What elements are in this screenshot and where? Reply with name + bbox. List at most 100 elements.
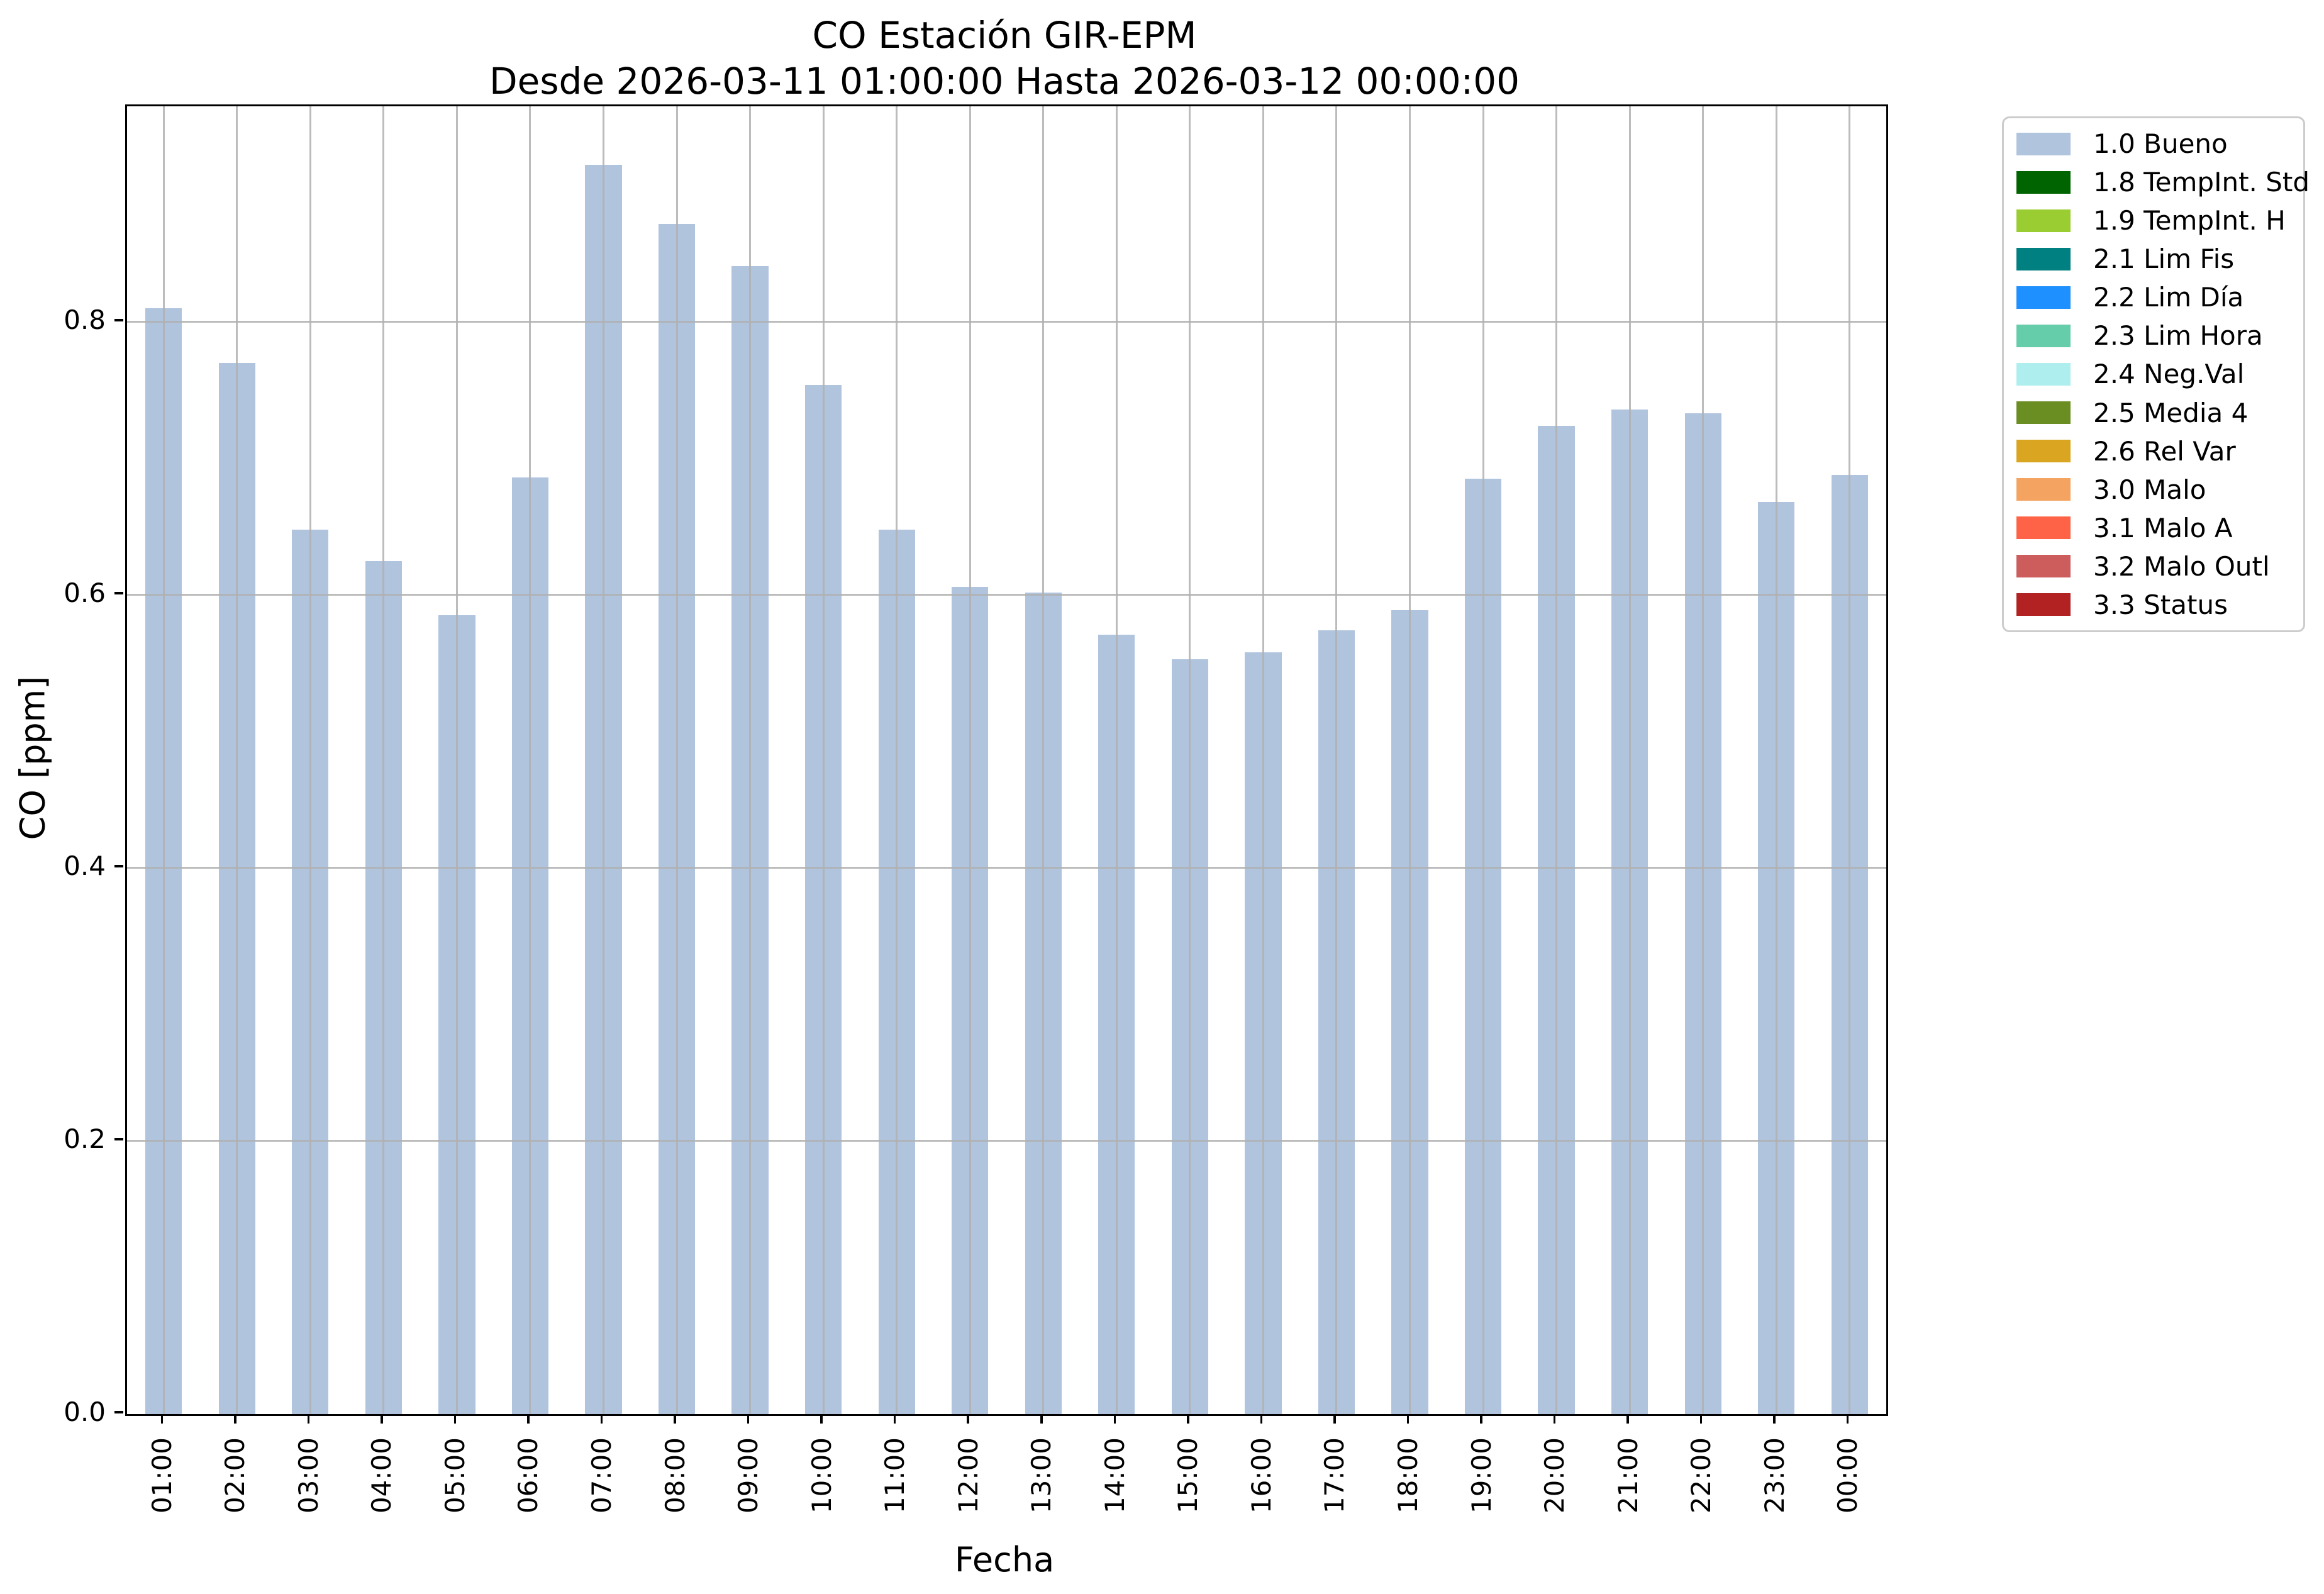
plot-area xyxy=(125,104,1888,1416)
x-tick-label-text: 07:00 xyxy=(586,1437,618,1514)
legend-swatch xyxy=(2016,209,2071,232)
x-gridline xyxy=(1849,106,1851,1414)
x-tick xyxy=(307,1414,310,1424)
legend-swatch xyxy=(2016,555,2071,578)
x-gridline xyxy=(162,106,165,1414)
legend-item-label: 2.2 Lim Día xyxy=(2093,282,2244,313)
x-tick xyxy=(453,1414,457,1424)
y-tick-label: 0.2 xyxy=(64,1123,106,1154)
x-tick-label-text: 19:00 xyxy=(1465,1437,1497,1514)
legend-swatch xyxy=(2016,247,2071,270)
legend-item: 1.9 TempInt. H xyxy=(2016,205,2297,236)
legend-item-label: 3.3 Status xyxy=(2093,589,2228,620)
x-axis-label: Fecha xyxy=(954,1540,1055,1580)
x-gridline xyxy=(603,106,605,1414)
legend-item-label: 1.9 TempInt. H xyxy=(2093,205,2286,237)
y-tick xyxy=(114,865,123,867)
x-tick xyxy=(1480,1414,1482,1424)
legend-swatch xyxy=(2016,286,2071,309)
x-tick-label-text: 11:00 xyxy=(879,1437,911,1514)
legend-item: 3.0 Malo xyxy=(2016,474,2297,505)
x-tick-label: 15:00 xyxy=(1168,1437,1208,1594)
x-tick-label: 22:00 xyxy=(1681,1437,1721,1594)
x-tick-label-text: 03:00 xyxy=(292,1437,324,1514)
x-gridline xyxy=(236,106,238,1414)
x-tick xyxy=(1260,1414,1263,1424)
x-tick xyxy=(820,1414,823,1424)
x-tick xyxy=(967,1414,969,1424)
x-tick-label-text: 05:00 xyxy=(439,1437,470,1514)
x-tick-label: 19:00 xyxy=(1461,1437,1501,1594)
x-gridline xyxy=(309,106,311,1414)
x-tick-label-text: 09:00 xyxy=(733,1437,764,1514)
x-tick-label-text: 01:00 xyxy=(146,1437,177,1514)
x-tick xyxy=(1187,1414,1189,1424)
x-tick-label: 13:00 xyxy=(1021,1437,1062,1594)
y-gridline xyxy=(127,867,1886,869)
y-tick-label: 0.8 xyxy=(64,304,106,335)
legend-item-label: 3.0 Malo xyxy=(2093,474,2206,505)
y-tick xyxy=(114,319,123,321)
x-gridline xyxy=(529,106,531,1414)
y-tick-label: 0.4 xyxy=(64,850,106,881)
x-gridline xyxy=(1408,106,1411,1414)
legend-item: 3.2 Malo Outl xyxy=(2016,551,2297,582)
x-tick-label: 07:00 xyxy=(582,1437,622,1594)
legend-swatch xyxy=(2016,324,2071,347)
x-tick-label-text: 18:00 xyxy=(1392,1437,1423,1514)
legend-item-label: 2.6 Rel Var xyxy=(2093,435,2236,467)
legend-item-label: 2.3 Lim Hora xyxy=(2093,320,2263,352)
y-tick xyxy=(114,1138,123,1140)
x-gridline xyxy=(1555,106,1558,1414)
x-gridline xyxy=(1775,106,1777,1414)
x-tick-label-text: 15:00 xyxy=(1172,1437,1204,1514)
y-gridline xyxy=(127,321,1886,323)
x-tick-label: 01:00 xyxy=(142,1437,182,1594)
x-tick-label: 05:00 xyxy=(435,1437,475,1594)
x-tick-label: 03:00 xyxy=(288,1437,328,1594)
legend-item-label: 1.8 TempInt. Std xyxy=(2093,167,2310,198)
x-tick xyxy=(1113,1414,1116,1424)
x-tick-label: 14:00 xyxy=(1094,1437,1135,1594)
x-tick xyxy=(1333,1414,1336,1424)
x-tick-label-text: 13:00 xyxy=(1026,1437,1057,1514)
x-tick-label: 17:00 xyxy=(1315,1437,1355,1594)
x-tick-label: 23:00 xyxy=(1754,1437,1794,1594)
x-gridline xyxy=(822,106,825,1414)
legend-swatch xyxy=(2016,516,2071,540)
legend-item: 2.2 Lim Día xyxy=(2016,282,2297,313)
chart-title-block: CO Estación GIR-EPM Desde 2026-03-11 01:… xyxy=(489,13,1520,104)
legend-swatch xyxy=(2016,362,2071,386)
x-gridline xyxy=(1262,106,1264,1414)
x-tick-label-text: 17:00 xyxy=(1319,1437,1350,1514)
legend-item-label: 2.1 Lim Fis xyxy=(2093,243,2235,275)
legend-swatch xyxy=(2016,132,2071,155)
x-gridline xyxy=(455,106,458,1414)
legend-item: 2.4 Neg.Val xyxy=(2016,359,2297,389)
x-tick-label: 08:00 xyxy=(655,1437,695,1594)
legend-item: 2.3 Lim Hora xyxy=(2016,320,2297,351)
x-gridline xyxy=(896,106,898,1414)
x-tick-label-text: 06:00 xyxy=(513,1437,544,1514)
legend-swatch xyxy=(2016,478,2071,501)
x-tick-label: 11:00 xyxy=(875,1437,915,1594)
x-gridline xyxy=(749,106,752,1414)
x-gridline xyxy=(1628,106,1631,1414)
x-gridline xyxy=(1335,106,1338,1414)
x-tick xyxy=(1699,1414,1703,1424)
x-tick-label-text: 20:00 xyxy=(1539,1437,1571,1514)
x-tick xyxy=(1773,1414,1776,1424)
x-tick-label-text: 21:00 xyxy=(1612,1437,1643,1514)
x-tick-label: 21:00 xyxy=(1608,1437,1648,1594)
x-tick-label: 20:00 xyxy=(1535,1437,1575,1594)
x-tick xyxy=(1406,1414,1409,1424)
legend-swatch xyxy=(2016,170,2071,194)
x-tick-label-text: 10:00 xyxy=(806,1437,837,1514)
x-tick-label: 00:00 xyxy=(1828,1437,1868,1594)
y-axis-label: CO [ppm] xyxy=(13,676,53,840)
legend-item: 2.1 Lim Fis xyxy=(2016,243,2297,274)
x-tick-label-text: 12:00 xyxy=(952,1437,984,1514)
legend-swatch xyxy=(2016,401,2071,425)
x-gridline xyxy=(1482,106,1484,1414)
legend-swatch xyxy=(2016,440,2071,463)
